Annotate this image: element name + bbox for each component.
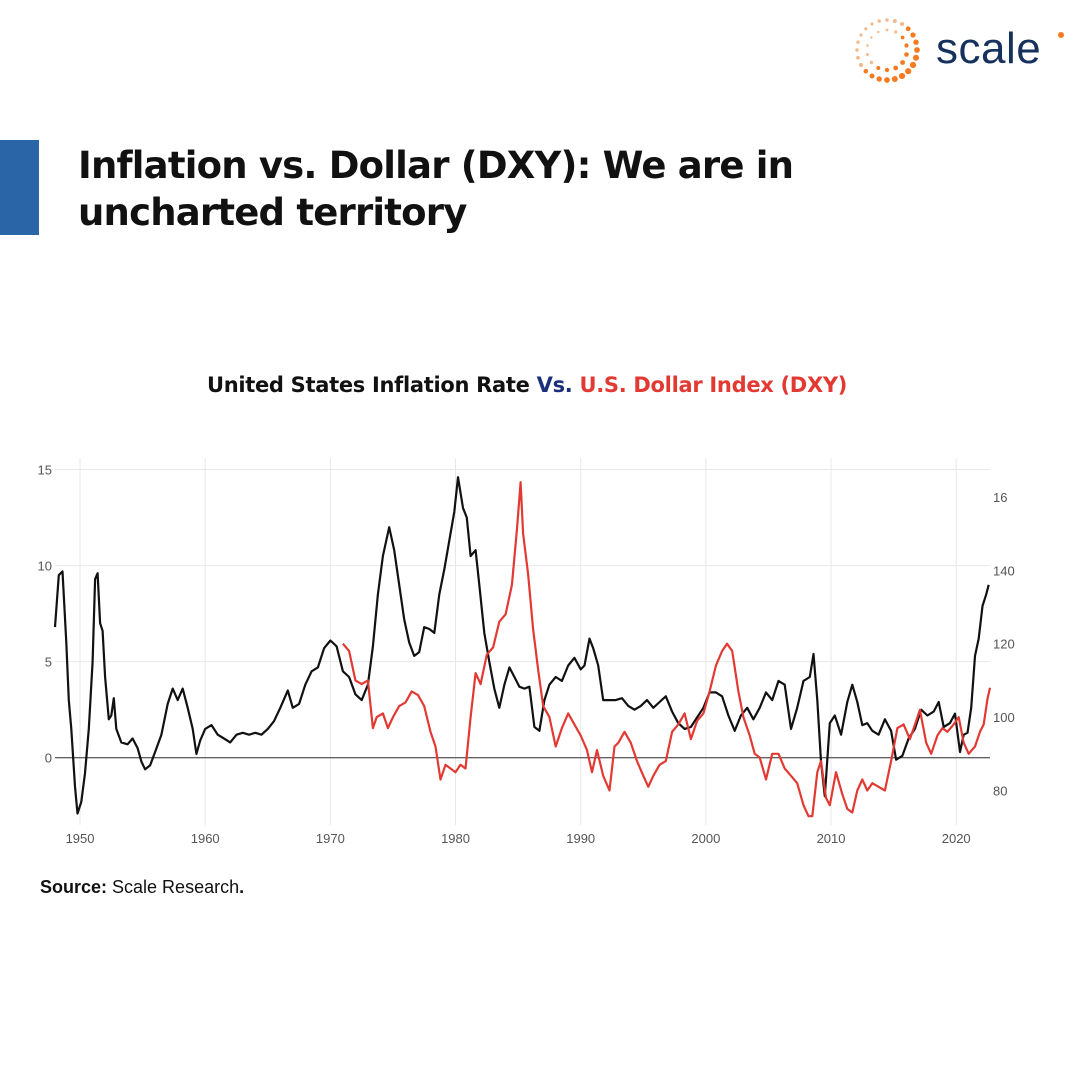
y-tick-left: 5 xyxy=(45,655,52,670)
logo-dot-mark xyxy=(866,53,869,56)
logo-dot-mark xyxy=(898,72,906,80)
logo-dot-mark xyxy=(884,77,890,83)
logo-dot-mark xyxy=(893,65,899,71)
logo-dot-mark xyxy=(904,43,909,48)
brand-dot-icon xyxy=(1058,32,1064,38)
x-tick: 1970 xyxy=(316,831,345,846)
chart-title-part: U.S. Dollar Index (DXY) xyxy=(572,373,848,397)
logo-dot-mark xyxy=(858,62,864,68)
inflation-dxy-chart: 15 10 5 0 16 140 120 100 80 1950 1960 1970 1980 1990 2… xyxy=(38,458,1015,846)
y-tick-left: 10 xyxy=(38,559,52,574)
logo-dot-mark xyxy=(909,61,917,69)
logo-dot-mark xyxy=(869,60,874,65)
x-tick: 2020 xyxy=(942,831,971,846)
x-tick: 2010 xyxy=(817,831,846,846)
logo-dot-mark xyxy=(900,60,905,65)
y-tick-right: 16 xyxy=(993,490,1007,505)
y-tick-right: 80 xyxy=(993,784,1007,799)
logo-dot-mark xyxy=(856,40,860,44)
logo-dot-mark xyxy=(913,39,919,45)
logo-dot-mark xyxy=(885,18,889,22)
brand-name: scale xyxy=(936,24,1042,73)
dotted-hexagon-logo-icon xyxy=(855,18,920,83)
logo-dot-mark xyxy=(892,19,897,23)
logo-dot-mark xyxy=(899,21,905,27)
y-tick-right: 140 xyxy=(993,563,1015,578)
logo-dot-mark xyxy=(870,22,874,26)
x-tick: 1980 xyxy=(441,831,470,846)
chart-title: United States Inflation Rate Vs. U.S. Do… xyxy=(0,373,1054,397)
logo-dot-mark xyxy=(914,47,920,53)
logo-dot-mark xyxy=(891,76,898,82)
logo-dot-mark xyxy=(856,55,860,60)
x-tick: 1960 xyxy=(191,831,220,846)
logo-dot-mark xyxy=(876,66,881,70)
logo-dot-mark xyxy=(910,32,916,38)
inflation-series-line xyxy=(53,476,990,815)
logo-dot-mark xyxy=(877,30,880,34)
source-label: Source: xyxy=(40,877,108,897)
logo-dot-mark xyxy=(870,36,873,39)
logo-dot-mark xyxy=(863,68,869,74)
logo-dot-mark xyxy=(869,73,875,79)
logo-dot-mark xyxy=(864,27,868,31)
logo-dot-mark xyxy=(900,35,905,40)
chart-title-part: Vs. xyxy=(536,373,573,397)
logo-dot-mark xyxy=(894,30,898,34)
dxy-series-line xyxy=(342,481,992,818)
y-tick-right: 120 xyxy=(993,637,1015,652)
headline-accent-bar xyxy=(0,140,39,235)
logo-dot-mark xyxy=(905,26,911,32)
logo-dot-mark xyxy=(866,44,869,47)
logo-dot-mark xyxy=(877,19,881,23)
logo-dot-mark xyxy=(904,52,909,57)
source-note: Source: Scale Research. xyxy=(40,877,244,898)
source-end: . xyxy=(239,877,245,897)
chart-title-part: United States Inflation Rate xyxy=(206,373,537,397)
page-title: Inflation vs. Dollar (DXY): We are in un… xyxy=(78,144,794,234)
y-tick-right: 100 xyxy=(993,710,1015,725)
x-tick: 1990 xyxy=(566,831,595,846)
logo-dot-mark xyxy=(885,28,889,32)
source-text: Scale Research xyxy=(107,877,240,897)
x-tick: 1950 xyxy=(66,831,95,846)
y-tick-left: 15 xyxy=(38,463,52,478)
brand-logo: scale xyxy=(852,10,1072,90)
logo-dot-mark xyxy=(884,67,890,73)
logo-dot-mark xyxy=(905,68,912,75)
logo-dot-mark xyxy=(913,54,919,61)
logo-dot-mark xyxy=(855,48,859,52)
logo-dot-mark xyxy=(859,33,863,37)
x-tick: 2000 xyxy=(691,831,720,846)
y-tick-left: 0 xyxy=(45,751,52,766)
logo-dot-mark xyxy=(876,76,882,82)
